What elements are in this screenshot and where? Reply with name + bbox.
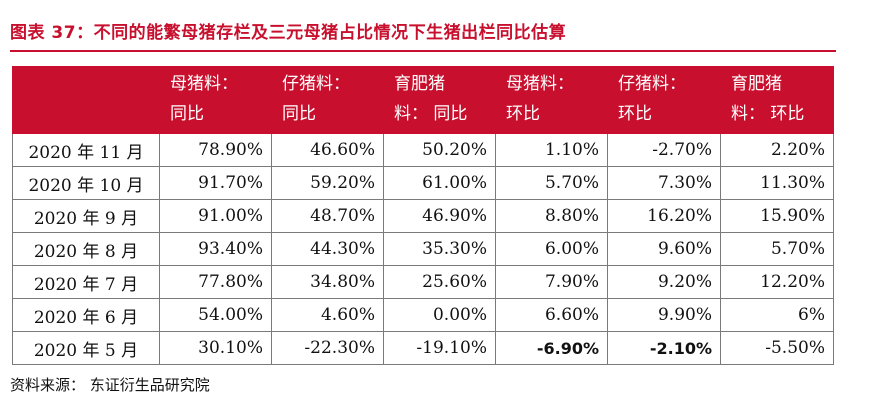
- title-rule: [10, 50, 836, 52]
- table-cell: 48.70%: [271, 199, 384, 233]
- table-cell: 54.00%: [159, 298, 272, 332]
- header-line: 母猪料：: [170, 74, 238, 94]
- table-cell: 7.30%: [607, 166, 721, 200]
- table-cell: 46.60%: [271, 133, 384, 167]
- table-cell: 8.80%: [495, 199, 608, 233]
- table-cell: 2.20%: [720, 133, 834, 167]
- header-cell-piglet-feed-yoy: 仔猪料： 同比: [271, 66, 384, 134]
- table-cell: 9.20%: [607, 265, 721, 299]
- header-cell-date: [12, 66, 160, 134]
- table-cell: 91.00%: [159, 199, 272, 233]
- table-cell-highlighted: -6.90%: [495, 331, 608, 365]
- header-line: 育肥猪: [394, 74, 445, 94]
- table-row: 2020 年 6 月 54.00% 4.60% 0.00% 6.60% 9.90…: [12, 298, 834, 332]
- source-note: 资料来源： 东证衍生品研究院: [10, 376, 210, 394]
- table-cell: 16.20%: [607, 199, 721, 233]
- table-cell: 5.70%: [720, 232, 834, 266]
- table-cell: 34.80%: [271, 265, 384, 299]
- table-cell: 93.40%: [159, 232, 272, 266]
- table-cell: 78.90%: [159, 133, 272, 167]
- header-row: 母猪料： 同比 仔猪料： 同比 育肥猪 料： 同比 母猪料： 环比 仔猪料： 环…: [12, 66, 834, 134]
- table-cell: 9.90%: [607, 298, 721, 332]
- table-cell-highlighted: -2.10%: [607, 331, 721, 365]
- row-date: 2020 年 8 月: [12, 232, 160, 266]
- table-cell: 5.70%: [495, 166, 608, 200]
- table-row: 2020 年 7 月 77.80% 34.80% 25.60% 7.90% 9.…: [12, 265, 834, 299]
- table-cell: -19.10%: [383, 331, 496, 365]
- header-line: 料： 同比: [394, 104, 468, 124]
- table-cell: 44.30%: [271, 232, 384, 266]
- header-line: 仔猪料：: [282, 74, 350, 94]
- table-cell: -2.70%: [607, 133, 721, 167]
- header-line: 育肥猪: [731, 74, 782, 94]
- table-row: 2020 年 8 月 93.40% 44.30% 35.30% 6.00% 9.…: [12, 232, 834, 266]
- table-row: 2020 年 9 月 91.00% 48.70% 46.90% 8.80% 16…: [12, 199, 834, 233]
- header-cell-finisher-feed-mom: 育肥猪 料： 环比: [720, 66, 834, 134]
- table-row: 2020 年 11 月 78.90% 46.60% 50.20% 1.10% -…: [12, 133, 834, 167]
- header-line: 同比: [282, 104, 316, 124]
- table-cell: 4.60%: [271, 298, 384, 332]
- table-cell: 0.00%: [383, 298, 496, 332]
- table-cell: 61.00%: [383, 166, 496, 200]
- table-cell: 6%: [720, 298, 834, 332]
- header-cell-piglet-feed-mom: 仔猪料： 环比: [607, 66, 721, 134]
- table-cell: 1.10%: [495, 133, 608, 167]
- table-cell: -22.30%: [271, 331, 384, 365]
- table-cell: 30.10%: [159, 331, 272, 365]
- table-cell: 15.90%: [720, 199, 834, 233]
- row-date: 2020 年 7 月: [12, 265, 160, 299]
- table-cell: 11.30%: [720, 166, 834, 200]
- header-line: 环比: [506, 104, 540, 124]
- table-cell: 77.80%: [159, 265, 272, 299]
- header-line: 环比: [618, 104, 652, 124]
- table-cell: 12.20%: [720, 265, 834, 299]
- row-date: 2020 年 9 月: [12, 199, 160, 233]
- figure-title: 图表 37：不同的能繁母猪存栏及三元母猪占比情况下生猪出栏同比估算: [10, 23, 567, 43]
- header-line: 同比: [170, 104, 204, 124]
- table-cell: 6.60%: [495, 298, 608, 332]
- table-cell: 6.00%: [495, 232, 608, 266]
- table-cell: 9.60%: [607, 232, 721, 266]
- table-row: 2020 年 10 月 91.70% 59.20% 61.00% 5.70% 7…: [12, 166, 834, 200]
- table-cell: -5.50%: [720, 331, 834, 365]
- header-line: 母猪料：: [506, 74, 574, 94]
- table-cell: 50.20%: [383, 133, 496, 167]
- row-date: 2020 年 10 月: [12, 166, 160, 200]
- table-row: 2020 年 5 月 30.10% -22.30% -19.10% -6.90%…: [12, 331, 834, 365]
- data-table: 母猪料： 同比 仔猪料： 同比 育肥猪 料： 同比 母猪料： 环比 仔猪料： 环…: [12, 66, 834, 365]
- table-cell: 46.90%: [383, 199, 496, 233]
- table-cell: 35.30%: [383, 232, 496, 266]
- table-cell: 25.60%: [383, 265, 496, 299]
- table-cell: 59.20%: [271, 166, 384, 200]
- header-cell-sow-feed-yoy: 母猪料： 同比: [159, 66, 272, 134]
- table-cell: 91.70%: [159, 166, 272, 200]
- header-cell-sow-feed-mom: 母猪料： 环比: [495, 66, 608, 134]
- row-date: 2020 年 6 月: [12, 298, 160, 332]
- header-line: 仔猪料：: [618, 74, 686, 94]
- header-cell-finisher-feed-yoy: 育肥猪 料： 同比: [383, 66, 496, 134]
- row-date: 2020 年 5 月: [12, 331, 160, 365]
- row-date: 2020 年 11 月: [12, 133, 160, 167]
- table-cell: 7.90%: [495, 265, 608, 299]
- header-line: 料： 环比: [731, 104, 805, 124]
